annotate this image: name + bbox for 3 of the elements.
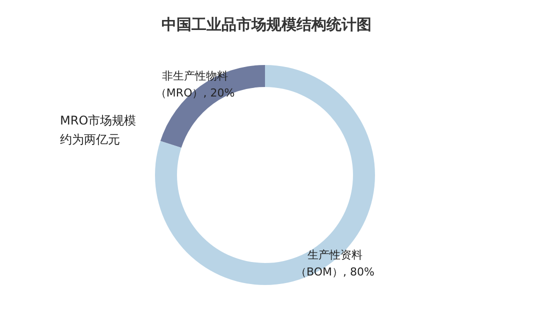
slice-label: 生产性资料（BOM）, 80% [295, 248, 374, 279]
chart-title: 中国工业品市场规模结构统计图 [162, 16, 372, 34]
text: MRO市场规模约为两亿元 [60, 114, 136, 146]
